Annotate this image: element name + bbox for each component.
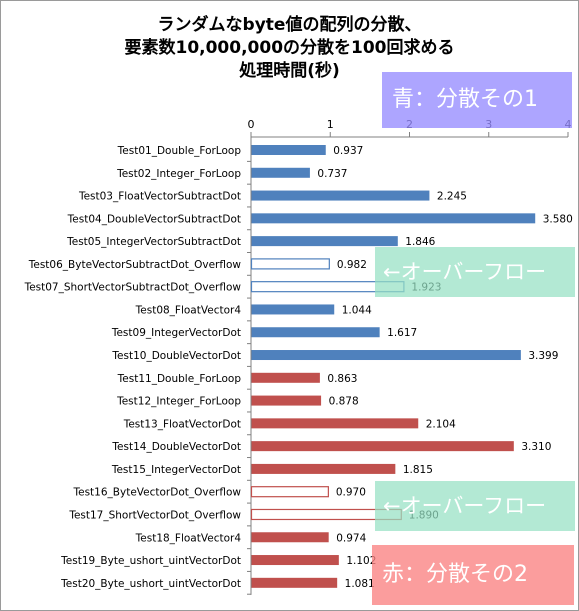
title-line-1: ランダムなbyte値の配列の分散、 [157, 15, 422, 35]
data-label: 1.815 [403, 464, 433, 476]
bar [251, 304, 335, 315]
overflow-note-2: ←オーバーフロー [375, 481, 575, 531]
category-label: Test14_DoubleVectorDot [111, 441, 241, 453]
bar [250, 486, 329, 498]
bar [251, 441, 514, 452]
data-label: 0.878 [329, 396, 359, 408]
data-label: 3.580 [543, 213, 573, 225]
category-label: Test01_Double_ForLoop [117, 145, 242, 157]
category-label: Test11_Double_ForLoop [117, 373, 242, 385]
category-label: Test19_Byte_ushort_uintVectorDot [60, 555, 241, 567]
category-label: Test12_Integer_ForLoop [116, 396, 241, 408]
data-label: 0.937 [333, 145, 363, 157]
overflow-note-1: ←オーバーフロー [375, 247, 575, 297]
category-label: Test02_Integer_ForLoop [116, 168, 241, 180]
bar [251, 532, 329, 543]
bar [251, 395, 322, 406]
category-label: Test20_Byte_ushort_uintVectorDot [60, 578, 241, 590]
red-series-note: 赤：分散その2 [372, 545, 574, 605]
bar [251, 555, 339, 566]
category-label: Test18_FloatVector4 [135, 532, 242, 544]
data-label: 1.846 [405, 236, 435, 248]
data-label: 0.974 [336, 532, 366, 544]
category-label: Test10_DoubleVectorDot [111, 350, 241, 362]
bar [251, 213, 536, 224]
blue-series-note: 青：分散その1 [382, 72, 572, 128]
x-tick-label: 1 [327, 118, 334, 131]
category-label: Test15_IntegerVectorDot [111, 464, 241, 476]
data-label: 3.310 [521, 441, 551, 453]
category-label: Test07_ShortVectorSubtractDot_Overflow [24, 282, 242, 294]
data-label: 0.863 [327, 373, 357, 385]
category-label: Test03_FloatVectorSubtractDot [78, 191, 241, 203]
data-label: 0.982 [337, 259, 367, 271]
category-label: Test04_DoubleVectorSubtractDot [67, 213, 241, 225]
bar [251, 236, 398, 247]
bar [251, 418, 419, 429]
category-label: Test09_IntegerVectorDot [111, 327, 241, 339]
x-tick-label: 0 [248, 118, 255, 131]
chart-title: ランダムなbyte値の配列の分散、 要素数10,000,000の分散を100回求… [0, 14, 579, 83]
bar [251, 327, 380, 338]
category-label: Test13_FloatVectorDot [123, 418, 241, 430]
bar [251, 145, 326, 155]
bar [251, 350, 521, 361]
data-label: 1.081 [345, 578, 375, 590]
bar [251, 167, 310, 178]
bar [251, 577, 338, 588]
data-label: 0.970 [336, 487, 366, 499]
title-line-3: 処理時間(秒) [239, 61, 340, 81]
category-label: Test16_ByteVectorDot_Overflow [73, 487, 242, 499]
data-label: 2.104 [426, 418, 456, 430]
title-line-2: 要素数10,000,000の分散を100回求める [124, 38, 455, 58]
bar [251, 463, 396, 474]
bar [250, 258, 330, 270]
category-label: Test05_IntegerVectorSubtractDot [66, 236, 241, 248]
category-label: Test06_ByteVectorSubtractDot_Overflow [28, 259, 242, 271]
data-label: 1.617 [387, 327, 417, 339]
data-label: 3.399 [528, 350, 558, 362]
bar [251, 372, 320, 383]
category-label: Test08_FloatVector4 [135, 304, 242, 316]
bar [251, 190, 430, 201]
data-label: 2.245 [437, 191, 467, 203]
data-label: 0.737 [317, 168, 347, 180]
data-label: 1.044 [342, 304, 372, 316]
data-label: 1.102 [346, 555, 376, 567]
category-label: Test17_ShortVectorDot_Overflow [68, 509, 241, 521]
